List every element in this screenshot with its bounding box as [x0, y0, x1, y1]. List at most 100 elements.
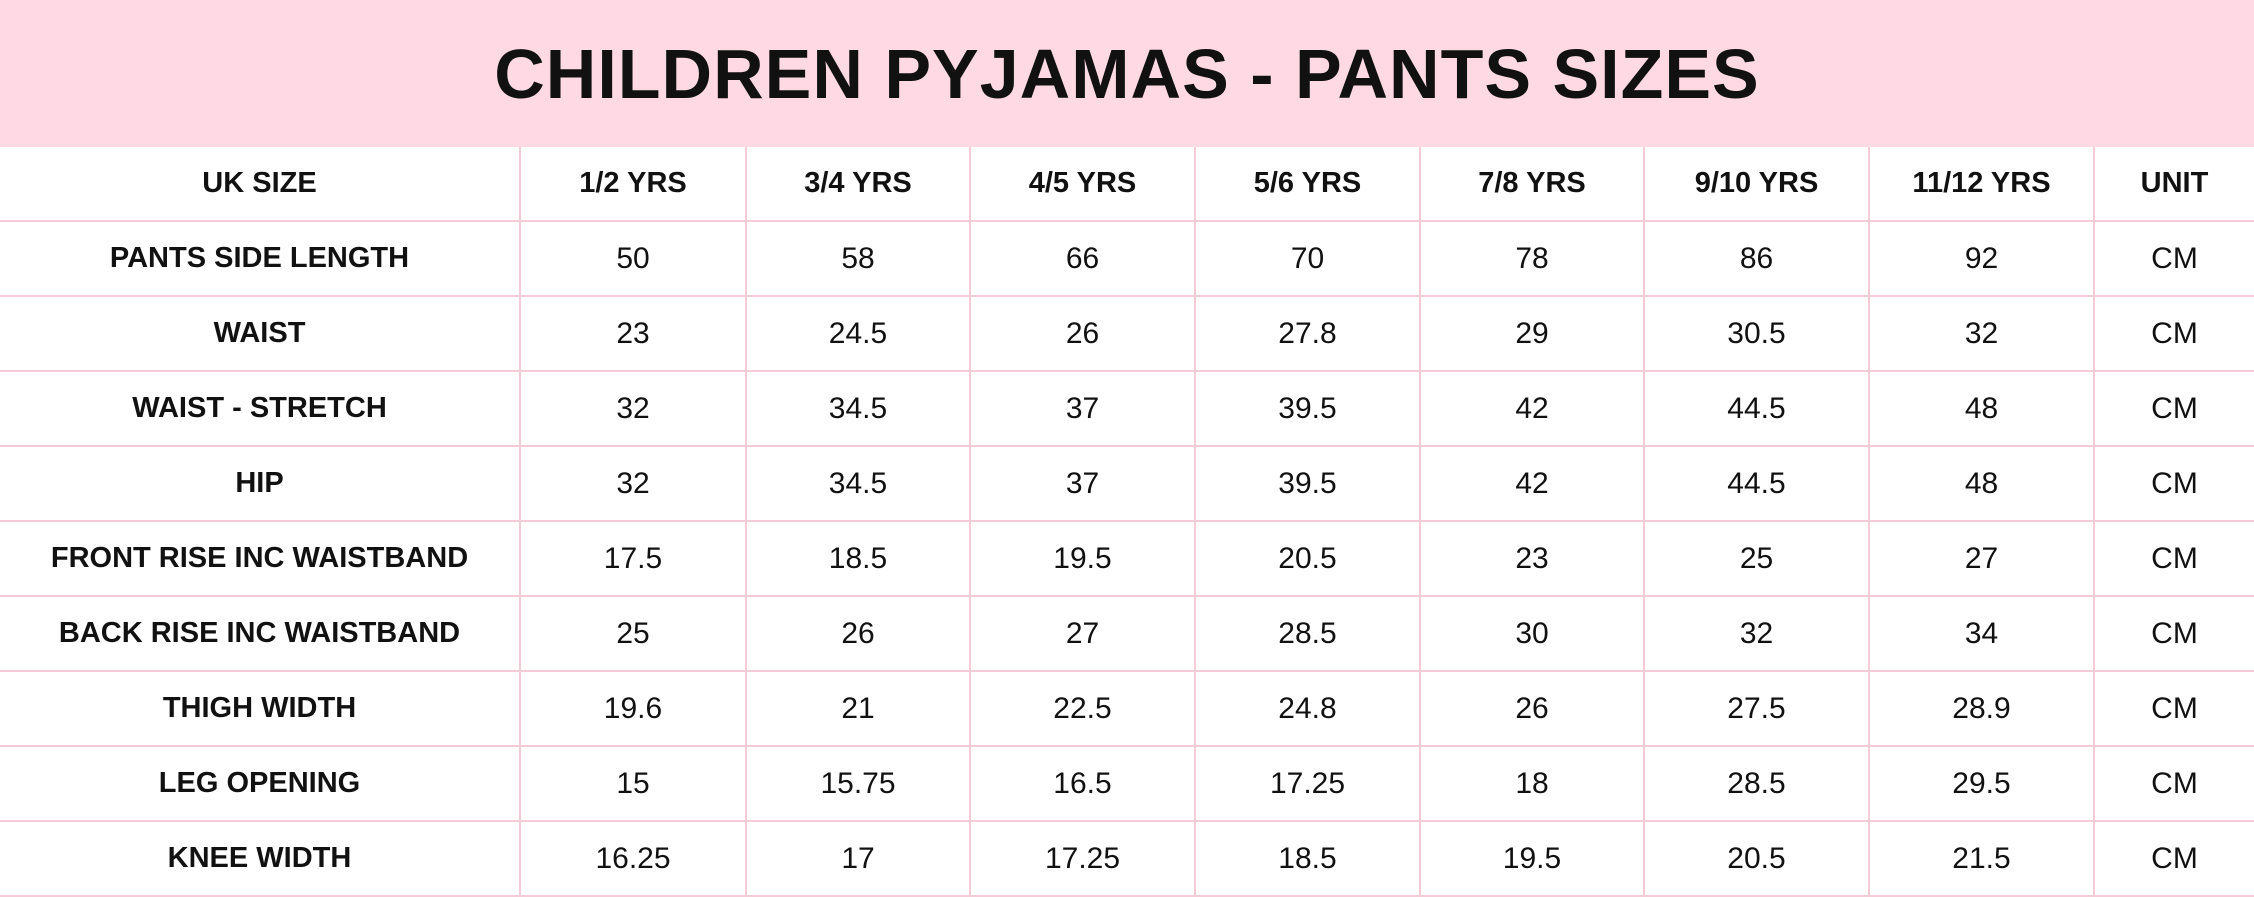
- cell: 37: [969, 370, 1196, 447]
- cell: 16.5: [969, 745, 1196, 822]
- cell: 44.5: [1643, 445, 1870, 522]
- title: CHILDREN PYJAMAS - PANTS SIZES: [494, 34, 1760, 113]
- cell: 25: [519, 595, 747, 672]
- table-row: FRONT RISE INC WAISTBAND 17.5 18.5 19.5 20.5…: [0, 520, 2254, 597]
- cell: 19.5: [1419, 820, 1645, 897]
- cell: 27.5: [1643, 670, 1870, 747]
- cell: 39.5: [1194, 445, 1421, 522]
- row-label: BACK RISE INC WAISTBAND: [0, 595, 521, 672]
- cell: 34.5: [745, 370, 971, 447]
- table-row: WAIST 23 24.5 26 27.8 29 30.5 32 CM: [0, 295, 2254, 372]
- cell: 23: [1419, 520, 1645, 597]
- cell: 17: [745, 820, 971, 897]
- cell: 20.5: [1194, 520, 1421, 597]
- column-header: 3/4 YRS: [745, 147, 971, 222]
- table-row: PANTS SIDE LENGTH 50 58 66 70 78 86 92 CM: [0, 220, 2254, 297]
- cell: 23: [519, 295, 747, 372]
- cell: 34: [1868, 595, 2095, 672]
- cell: 26: [969, 295, 1196, 372]
- cell: 18.5: [1194, 820, 1421, 897]
- row-label: WAIST - STRETCH: [0, 370, 521, 447]
- cell: 26: [745, 595, 971, 672]
- column-header: 4/5 YRS: [969, 147, 1196, 222]
- column-header: 1/2 YRS: [519, 147, 747, 222]
- cell: 27: [969, 595, 1196, 672]
- cell: 78: [1419, 220, 1645, 297]
- row-label: WAIST: [0, 295, 521, 372]
- cell: 28.9: [1868, 670, 2095, 747]
- cell: 15: [519, 745, 747, 822]
- cell: 70: [1194, 220, 1421, 297]
- cell: 21.5: [1868, 820, 2095, 897]
- cell: 27: [1868, 520, 2095, 597]
- cell: CM: [2093, 520, 2254, 597]
- header-row: UK SIZE 1/2 YRS 3/4 YRS 4/5 YRS 5/6 YRS 7/8 Y…: [0, 147, 2254, 222]
- cell: 42: [1419, 370, 1645, 447]
- column-header: UK SIZE: [0, 147, 521, 222]
- cell: 44.5: [1643, 370, 1870, 447]
- column-header: 9/10 YRS: [1643, 147, 1870, 222]
- table-row: WAIST - STRETCH 32 34.5 37 39.5 42 44.5 48 CM: [0, 370, 2254, 447]
- cell: 58: [745, 220, 971, 297]
- table-row: KNEE WIDTH 16.25 17 17.25 18.5 19.5 20.5 21.5 CM: [0, 820, 2254, 897]
- row-label: HIP: [0, 445, 521, 522]
- cell: 17.25: [969, 820, 1196, 897]
- cell: 32: [1643, 595, 1870, 672]
- cell: 42: [1419, 445, 1645, 522]
- cell: CM: [2093, 670, 2254, 747]
- cell: 92: [1868, 220, 2095, 297]
- cell: 21: [745, 670, 971, 747]
- cell: 32: [519, 370, 747, 447]
- cell: CM: [2093, 295, 2254, 372]
- cell: 37: [969, 445, 1196, 522]
- row-label: PANTS SIDE LENGTH: [0, 220, 521, 297]
- cell: 39.5: [1194, 370, 1421, 447]
- cell: CM: [2093, 745, 2254, 822]
- cell: 30.5: [1643, 295, 1870, 372]
- row-label: LEG OPENING: [0, 745, 521, 822]
- cell: 32: [1868, 295, 2095, 372]
- column-header: 5/6 YRS: [1194, 147, 1421, 222]
- column-header: UNIT: [2093, 147, 2254, 222]
- table-row: THIGH WIDTH 19.6 21 22.5 24.8 26 27.5 28.9 CM: [0, 670, 2254, 747]
- cell: 66: [969, 220, 1196, 297]
- cell: 24.5: [745, 295, 971, 372]
- cell: CM: [2093, 595, 2254, 672]
- row-label: FRONT RISE INC WAISTBAND: [0, 520, 521, 597]
- cell: 17.25: [1194, 745, 1421, 822]
- cell: 16.25: [519, 820, 747, 897]
- cell: 34.5: [745, 445, 971, 522]
- column-header: 11/12 YRS: [1868, 147, 2095, 222]
- cell: 18.5: [745, 520, 971, 597]
- cell: 28.5: [1194, 595, 1421, 672]
- cell: 24.8: [1194, 670, 1421, 747]
- cell: 22.5: [969, 670, 1196, 747]
- table-row: BACK RISE INC WAISTBAND 25 26 27 28.5 30 32 34 C…: [0, 595, 2254, 672]
- cell: 48: [1868, 445, 2095, 522]
- table-row: LEG OPENING 15 15.75 16.5 17.25 18 28.5 29.5 CM: [0, 745, 2254, 822]
- cell: 19.6: [519, 670, 747, 747]
- row-label: KNEE WIDTH: [0, 820, 521, 897]
- cell: 30: [1419, 595, 1645, 672]
- cell: 27.8: [1194, 295, 1421, 372]
- cell: 29: [1419, 295, 1645, 372]
- column-header: 7/8 YRS: [1419, 147, 1645, 222]
- row-label: THIGH WIDTH: [0, 670, 521, 747]
- cell: 26: [1419, 670, 1645, 747]
- cell: CM: [2093, 220, 2254, 297]
- table-row: HIP 32 34.5 37 39.5 42 44.5 48 CM: [0, 445, 2254, 522]
- cell: 29.5: [1868, 745, 2095, 822]
- cell: CM: [2093, 445, 2254, 522]
- cell: 50: [519, 220, 747, 297]
- cell: 19.5: [969, 520, 1196, 597]
- cell: 18: [1419, 745, 1645, 822]
- cell: 17.5: [519, 520, 747, 597]
- cell: 25: [1643, 520, 1870, 597]
- cell: 15.75: [745, 745, 971, 822]
- cell: 86: [1643, 220, 1870, 297]
- size-table: UK SIZE 1/2 YRS 3/4 YRS 4/5 YRS 5/6 YRS 7/8 Y…: [0, 147, 2254, 897]
- cell: 48: [1868, 370, 2095, 447]
- cell: CM: [2093, 820, 2254, 897]
- cell: 28.5: [1643, 745, 1870, 822]
